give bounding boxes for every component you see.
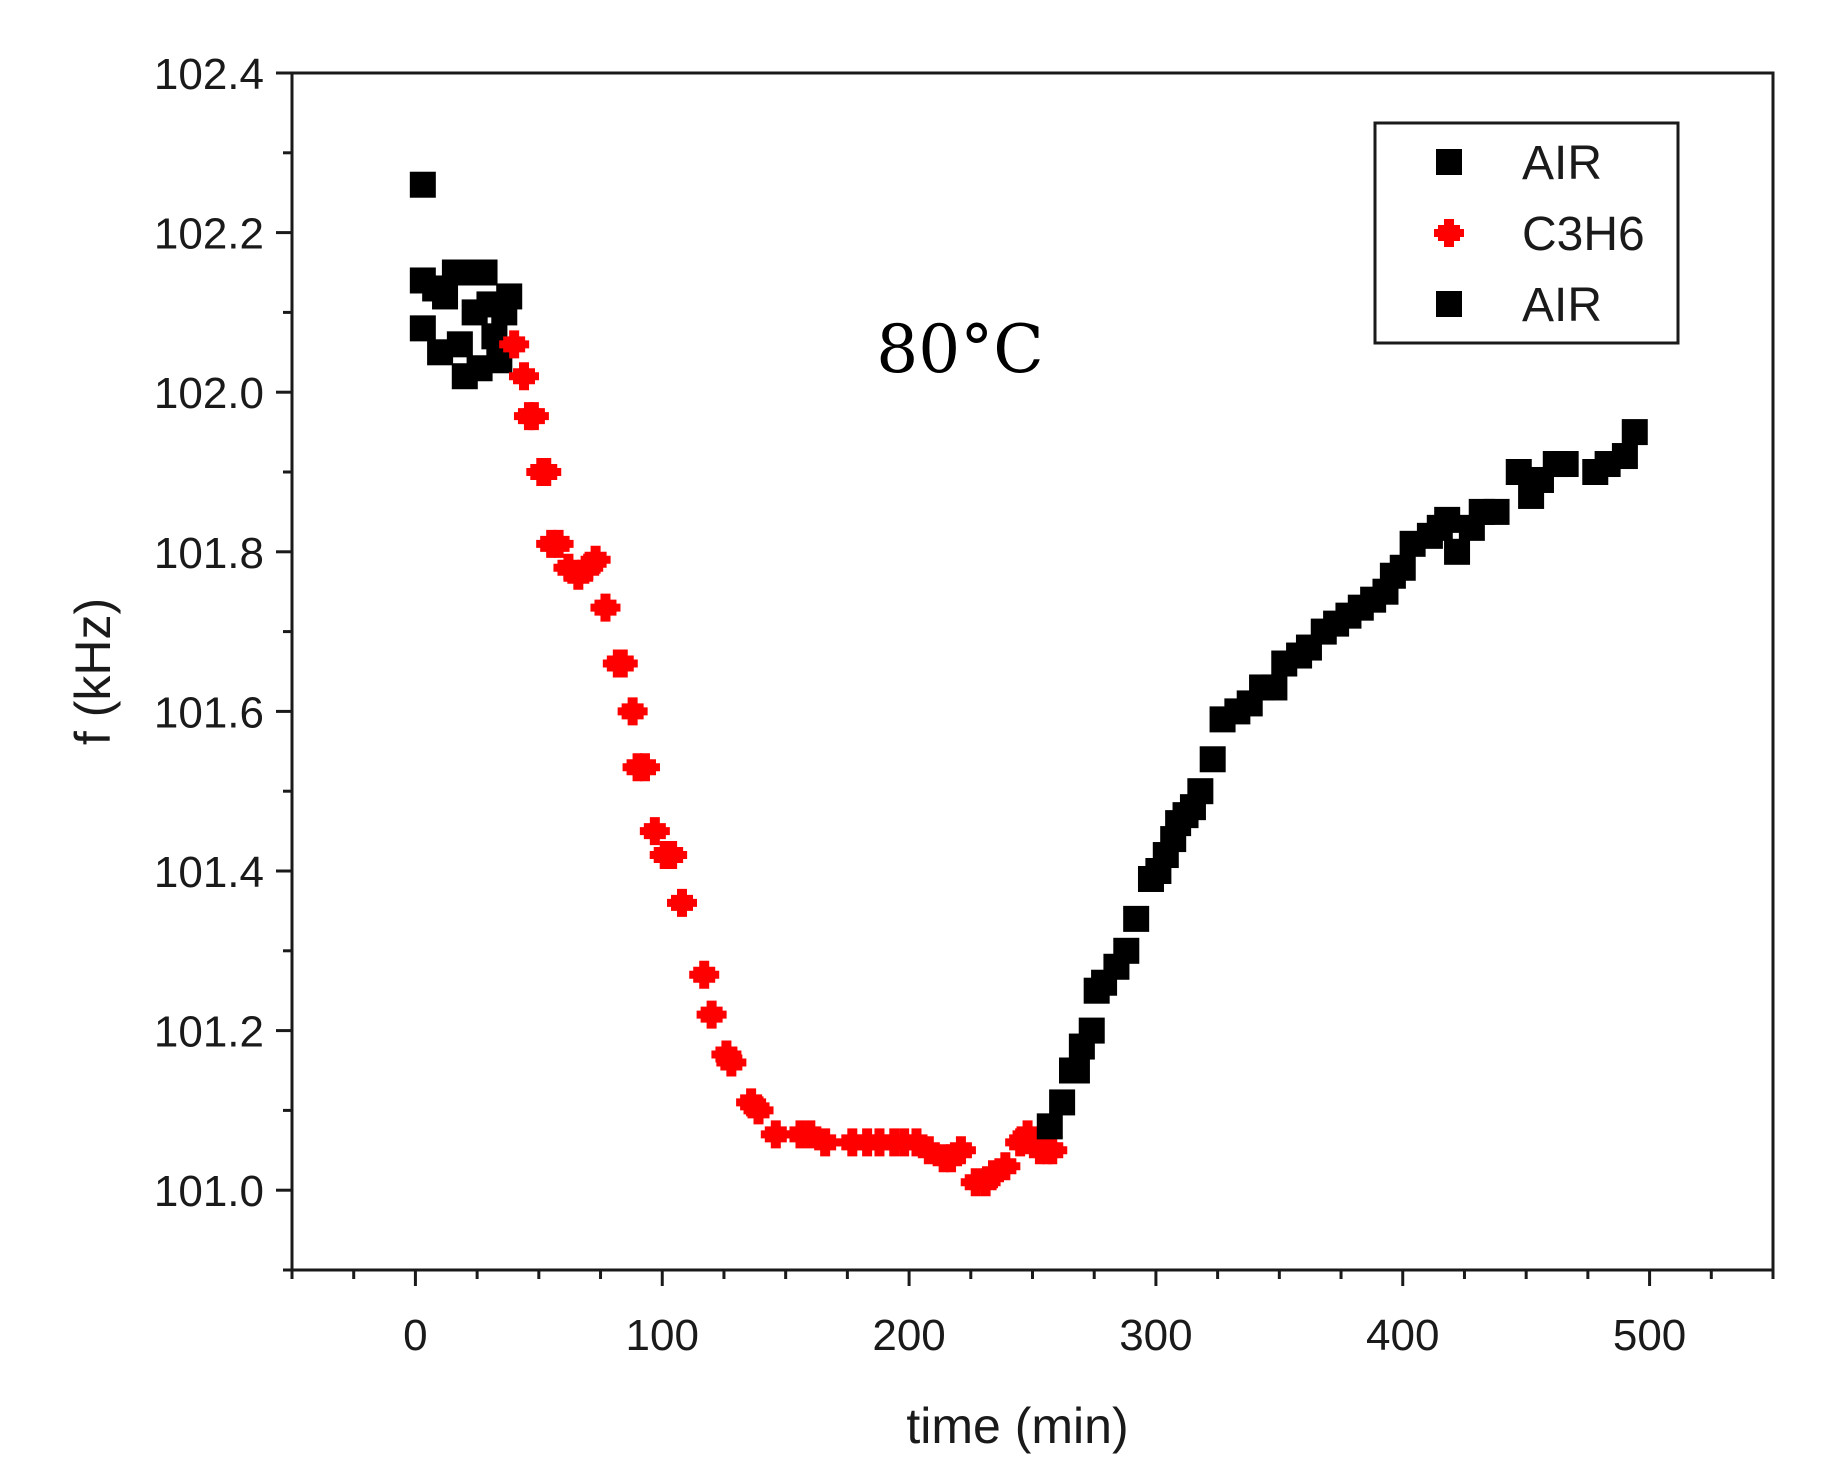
x-tick-label: 0 bbox=[403, 1311, 427, 1360]
data-point bbox=[496, 283, 523, 310]
axes-layer: 0 100 200 300 400 500 101.0 101.2 101.4 101.6 101.… bbox=[65, 50, 1775, 1454]
data-point bbox=[696, 1000, 727, 1029]
data-point bbox=[409, 315, 436, 342]
data-point bbox=[617, 697, 648, 726]
data-point bbox=[629, 753, 660, 782]
data-point bbox=[1036, 1113, 1063, 1140]
data-point bbox=[1123, 905, 1150, 932]
x-axis-title: time (min) bbox=[906, 1398, 1128, 1454]
data-point bbox=[1049, 1089, 1076, 1116]
legend-marker bbox=[1436, 291, 1462, 317]
data-point bbox=[657, 841, 688, 870]
y-tick-label: 101.8 bbox=[154, 529, 264, 578]
data-point bbox=[1261, 674, 1288, 701]
y-tick-label: 102.4 bbox=[154, 50, 264, 99]
y-tick-label: 101.0 bbox=[154, 1167, 264, 1216]
legend-label: AIR bbox=[1522, 279, 1602, 332]
data-point bbox=[509, 362, 540, 391]
legend-label: C3H6 bbox=[1522, 208, 1645, 261]
annotation-temperature: 80°C bbox=[876, 311, 1043, 388]
y-tick-label: 101.4 bbox=[154, 848, 264, 897]
data-point bbox=[531, 458, 562, 486]
x-tick-label: 100 bbox=[626, 1311, 699, 1360]
x-tick-label: 300 bbox=[1119, 1311, 1192, 1360]
data-point bbox=[760, 1120, 791, 1149]
data-point bbox=[432, 283, 459, 310]
data-point bbox=[499, 330, 530, 359]
data-point bbox=[945, 1136, 976, 1165]
data-point bbox=[1483, 498, 1510, 525]
data-point bbox=[1611, 443, 1638, 470]
data-point bbox=[689, 960, 720, 989]
series-1-air bbox=[409, 171, 523, 390]
data-point bbox=[716, 1048, 747, 1077]
data-point bbox=[1434, 506, 1461, 533]
legend-box bbox=[1373, 121, 1680, 345]
legend-marker bbox=[1436, 149, 1462, 175]
data-point bbox=[590, 593, 621, 622]
data-point bbox=[446, 331, 473, 358]
data-point bbox=[743, 1096, 774, 1125]
data-layer bbox=[409, 171, 1648, 1197]
series-2-c3h6 bbox=[499, 330, 1068, 1197]
data-point bbox=[990, 1152, 1021, 1181]
y-tick-label: 102.2 bbox=[154, 210, 264, 259]
data-point bbox=[518, 402, 549, 431]
y-tick-label: 101.6 bbox=[154, 688, 264, 737]
legend: AIR C3H6 AIR bbox=[1373, 121, 1680, 345]
data-point bbox=[1505, 459, 1532, 485]
y-axis-title: f (kHz) bbox=[65, 598, 121, 745]
data-point bbox=[639, 817, 670, 846]
legend-marker bbox=[1434, 219, 1464, 247]
data-point bbox=[1389, 554, 1416, 581]
y-tick-label: 102.0 bbox=[154, 369, 264, 418]
data-point bbox=[471, 259, 498, 286]
data-point bbox=[1078, 1017, 1105, 1044]
y-tick-label: 101.2 bbox=[154, 1008, 264, 1057]
data-point bbox=[810, 1128, 841, 1157]
series-3-air bbox=[1036, 419, 1648, 1140]
data-point bbox=[580, 545, 611, 574]
data-point bbox=[1621, 419, 1648, 446]
data-point bbox=[1187, 778, 1214, 805]
data-point bbox=[666, 888, 697, 917]
data-point bbox=[543, 529, 574, 558]
data-point bbox=[1444, 538, 1471, 565]
legend-label: AIR bbox=[1522, 137, 1602, 190]
data-point bbox=[1113, 937, 1140, 964]
data-point bbox=[409, 171, 436, 198]
data-point bbox=[1552, 451, 1579, 478]
x-tick-label: 200 bbox=[872, 1311, 945, 1360]
data-point bbox=[1199, 746, 1226, 773]
x-tick-label: 400 bbox=[1366, 1311, 1439, 1360]
data-point bbox=[607, 649, 638, 678]
data-point bbox=[1037, 1136, 1068, 1165]
data-point bbox=[1063, 1057, 1090, 1084]
x-tick-label: 500 bbox=[1613, 1311, 1686, 1360]
